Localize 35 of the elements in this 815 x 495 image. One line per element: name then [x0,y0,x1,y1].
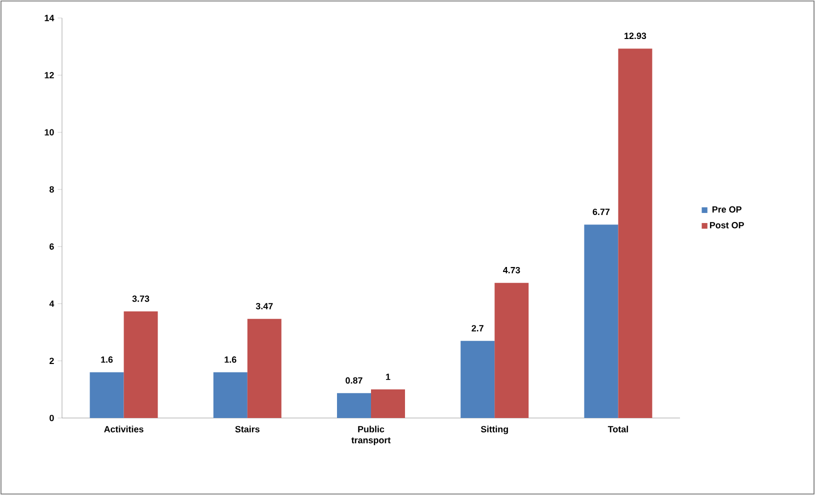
x-tick-label: Activities [104,426,144,432]
data-label: 6.77 [592,208,610,216]
x-tick-label: Sitting [480,426,508,434]
y-tick-label: 12 [44,72,54,78]
y-tick-label: 2 [50,358,54,364]
data-label: 4.73 [503,266,520,274]
data-label: 2.7 [472,325,484,332]
data-label: 12.93 [624,32,646,40]
bar [90,372,124,418]
y-tick-label: 10 [44,129,54,136]
y-tick-label: 4 [49,300,54,307]
bar [371,389,406,418]
data-label: 3.47 [256,302,273,310]
y-tick-label: 6 [50,243,54,250]
bar [213,372,248,418]
bar [584,224,618,418]
y-tick-label: 14 [44,14,54,22]
bar [494,282,529,418]
data-label: 1.6 [224,356,236,363]
data-label: 1 [386,374,390,380]
bar [247,318,282,418]
y-tick-label: 8 [50,186,54,193]
bar [337,393,372,418]
y-tick-label: 0 [50,414,54,422]
legend-label: Post OP [710,222,744,228]
data-label: 3.73 [132,296,150,302]
legend-label: Pre OP [712,206,742,213]
bar [618,48,652,418]
bar [124,311,158,418]
x-tick-label: Stairs [235,426,260,432]
x-tick-label: Total [608,426,628,432]
data-label: 0.87 [346,377,362,384]
data-label: 1.6 [101,356,113,363]
bar [460,340,495,418]
x-tick-label: Public transport [351,426,391,446]
